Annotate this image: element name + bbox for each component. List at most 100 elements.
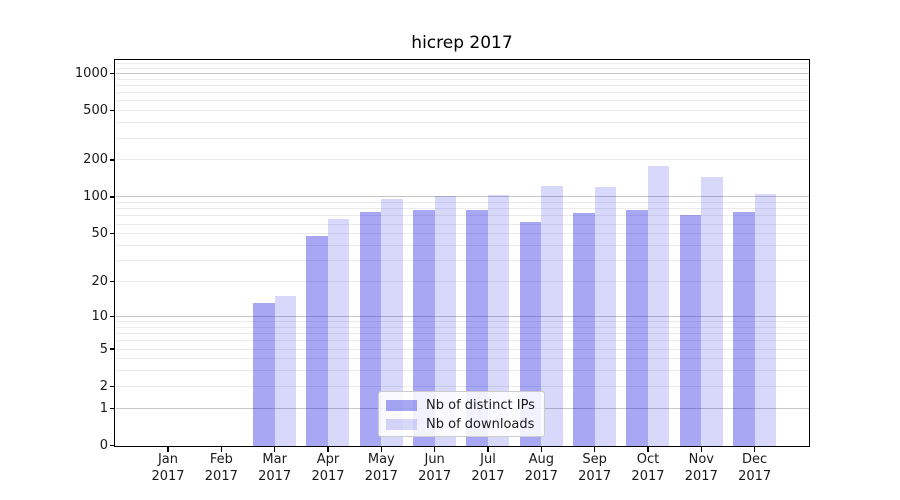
x-tick-label: Jul 2017 bbox=[471, 452, 505, 484]
gridline-minor bbox=[115, 63, 809, 65]
bar-downloads bbox=[594, 187, 617, 447]
gridline-minor bbox=[115, 233, 809, 235]
y-tick bbox=[109, 233, 114, 235]
bar-distinct-ips bbox=[733, 212, 755, 447]
x-tick bbox=[327, 447, 329, 452]
gridline-minor bbox=[115, 340, 809, 342]
x-tick-label: Mar 2017 bbox=[258, 452, 292, 484]
bar-downloads bbox=[541, 185, 563, 447]
gridline-minor bbox=[115, 202, 809, 204]
x-tick-label: May 2017 bbox=[364, 452, 398, 484]
bar-distinct-ips bbox=[306, 235, 328, 447]
y-tick bbox=[109, 407, 114, 409]
bar-distinct-ips bbox=[253, 303, 275, 447]
x-tick-label: Dec 2017 bbox=[738, 452, 772, 484]
legend: Nb of distinct IPs Nb of downloads bbox=[378, 391, 545, 437]
bar-downloads bbox=[647, 165, 670, 447]
y-tick-label: 1000 bbox=[74, 65, 108, 81]
gridline-minor bbox=[115, 260, 809, 262]
x-tick bbox=[593, 447, 596, 452]
x-tick-label: Nov 2017 bbox=[684, 452, 718, 484]
bar-distinct-ips bbox=[413, 210, 435, 447]
y-tick bbox=[109, 196, 114, 198]
gridline-minor bbox=[115, 326, 809, 328]
x-tick bbox=[647, 447, 649, 452]
gridline-minor bbox=[115, 281, 809, 283]
bar-distinct-ips bbox=[359, 212, 382, 447]
bar-distinct-ips bbox=[519, 221, 542, 447]
legend-swatch-downloads bbox=[386, 419, 417, 430]
bar-downloads bbox=[274, 296, 297, 447]
legend-item-downloads: Nb of downloads bbox=[386, 415, 544, 434]
y-tick-label: 50 bbox=[91, 226, 108, 242]
x-tick-label: Feb 2017 bbox=[204, 452, 238, 484]
y-tick-label: 10 bbox=[91, 308, 108, 324]
gridline-minor bbox=[115, 159, 809, 161]
gridline-minor bbox=[115, 137, 809, 139]
bar-downloads bbox=[754, 194, 777, 447]
x-tick bbox=[220, 447, 222, 452]
gridline-major bbox=[115, 315, 809, 317]
bar-downloads bbox=[381, 199, 403, 447]
x-tick bbox=[700, 447, 702, 452]
y-tick-label: 100 bbox=[83, 189, 108, 205]
x-tick bbox=[167, 447, 169, 452]
gridline-minor bbox=[115, 321, 809, 323]
gridline-minor bbox=[115, 348, 809, 350]
x-tick-label: Sep 2017 bbox=[578, 452, 612, 484]
y-tick bbox=[109, 315, 114, 318]
gridline-minor bbox=[115, 100, 809, 102]
gridline-minor bbox=[115, 245, 809, 247]
gridline-minor bbox=[115, 67, 809, 69]
bar-downloads bbox=[434, 195, 457, 447]
gridline-major bbox=[115, 196, 809, 198]
y-tick-label: 0 bbox=[99, 438, 108, 454]
y-tick bbox=[109, 72, 114, 75]
gridline-minor bbox=[115, 84, 809, 86]
legend-label-distinct-ips: Nb of distinct IPs bbox=[426, 398, 535, 413]
x-tick-label: Jun 2017 bbox=[418, 452, 452, 484]
y-tick bbox=[109, 280, 114, 283]
gridline-minor bbox=[115, 223, 809, 225]
chart-title: hicrep 2017 bbox=[411, 33, 513, 53]
x-tick bbox=[274, 447, 276, 452]
legend-label-downloads: Nb of downloads bbox=[426, 417, 535, 432]
gridline-minor bbox=[115, 358, 809, 360]
bar-distinct-ips bbox=[626, 210, 648, 447]
gridline-minor bbox=[115, 215, 809, 217]
legend-swatch-distinct-ips bbox=[386, 400, 417, 411]
x-tick bbox=[753, 447, 756, 452]
y-tick-label: 5 bbox=[99, 341, 108, 357]
x-tick-label: Oct 2017 bbox=[631, 452, 665, 484]
y-tick bbox=[109, 159, 114, 161]
gridline-minor bbox=[115, 208, 809, 210]
legend-item-distinct-ips: Nb of distinct IPs bbox=[386, 396, 544, 415]
bar-downloads bbox=[487, 195, 510, 447]
bar-distinct-ips bbox=[573, 213, 595, 447]
y-tick bbox=[109, 348, 114, 350]
x-tick bbox=[540, 447, 542, 452]
x-tick-label: Jan 2017 bbox=[151, 452, 185, 484]
gridline-minor bbox=[115, 92, 809, 94]
y-tick bbox=[109, 110, 114, 112]
y-tick-label: 2 bbox=[99, 378, 108, 394]
x-tick bbox=[380, 447, 382, 452]
x-tick-label: Apr 2017 bbox=[311, 452, 345, 484]
bar-downloads bbox=[701, 177, 723, 447]
gridline-major bbox=[115, 72, 809, 74]
y-tick-label: 500 bbox=[83, 103, 108, 119]
bar-distinct-ips bbox=[466, 209, 488, 447]
y-tick-label: 200 bbox=[83, 152, 108, 168]
gridline-minor bbox=[115, 385, 809, 387]
y-tick-label: 1 bbox=[99, 400, 108, 416]
x-tick bbox=[487, 447, 489, 452]
gridline-minor bbox=[115, 78, 809, 80]
gridline-minor bbox=[115, 110, 809, 112]
gridline-minor bbox=[115, 333, 809, 335]
gridline-minor bbox=[115, 370, 809, 372]
y-tick-label: 20 bbox=[91, 274, 108, 290]
x-tick-label: Aug 2017 bbox=[524, 452, 558, 484]
bar-distinct-ips bbox=[679, 215, 702, 447]
bar-downloads bbox=[327, 219, 350, 447]
